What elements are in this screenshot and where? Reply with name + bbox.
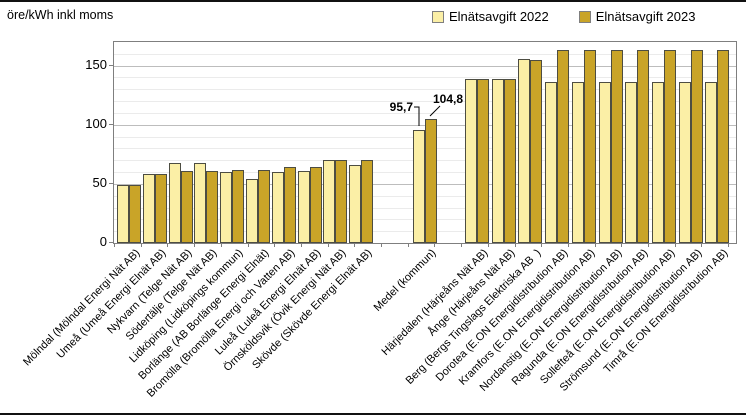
bar-2022: [651, 82, 664, 243]
bar-2022: [323, 160, 336, 243]
bar-2023: [361, 160, 374, 243]
gridline-minor: [114, 77, 736, 79]
x-axis-tick: [167, 243, 169, 247]
bar-2023: [129, 185, 141, 243]
y-tick-label: 100: [85, 115, 107, 131]
gridline-minor: [114, 53, 736, 55]
x-axis-tick: [701, 243, 703, 247]
gridline-minor: [114, 89, 736, 91]
bar-2023: [283, 167, 296, 243]
x-axis-tick: [381, 243, 382, 247]
x-axis-tick: [541, 243, 543, 247]
legend-swatch-2022-icon: [432, 10, 444, 23]
x-axis-tick: [621, 243, 623, 247]
bar-2023: [309, 167, 322, 243]
bar-2023: [583, 50, 596, 243]
y-axis-tick: [109, 64, 113, 66]
bar-2023: [258, 169, 270, 243]
bottom-divider: [0, 413, 746, 415]
bar-2022: [297, 170, 310, 243]
gridline-minor: [114, 101, 736, 103]
bar-2023: [637, 50, 650, 243]
data-label-medel-2022: 95,7: [389, 100, 413, 114]
x-axis-tick: [594, 243, 596, 247]
bar-2023: [425, 119, 437, 243]
x-axis-tick: [300, 243, 302, 247]
y-tick-label: 150: [85, 56, 107, 72]
gridline-minor: [114, 112, 736, 114]
bar-2023: [503, 78, 516, 243]
x-axis-tick: [461, 243, 463, 247]
legend-swatch-2023-icon: [578, 10, 591, 23]
bar-2022: [413, 129, 425, 243]
x-axis-tick: [114, 243, 115, 247]
data-label-medel-2023: 104,8: [433, 92, 464, 106]
x-axis-tick: [220, 243, 222, 247]
plot-area: [113, 41, 737, 244]
legend-item-2022: Elnätsavgift 2022: [432, 9, 549, 24]
x-axis-tick: [407, 243, 409, 247]
bar-2022: [117, 185, 129, 243]
x-axis-tick: [274, 243, 276, 247]
x-axis-tick: [327, 243, 329, 247]
bar-2022: [271, 172, 284, 243]
bar-2022: [678, 82, 691, 243]
bar-2022: [142, 174, 155, 243]
bar-2023: [335, 160, 348, 243]
bar-2023: [180, 170, 193, 243]
legend-label-2022: Elnätsavgift 2022: [449, 9, 549, 24]
y-axis-tick: [109, 182, 113, 184]
bar-2022: [220, 172, 233, 243]
bar-2022: [491, 78, 504, 243]
bar-2022: [194, 162, 207, 243]
bar-2022: [598, 82, 611, 243]
bar-2023: [557, 50, 570, 243]
bar-2023: [477, 78, 489, 243]
x-axis-tick: [434, 243, 436, 247]
x-axis-tick: [487, 243, 489, 247]
x-axis-tick: [354, 243, 356, 247]
x-axis-tick: [728, 243, 730, 247]
x-axis-tick: [514, 243, 516, 247]
x-axis-tick: [247, 243, 249, 247]
bar-2023: [663, 50, 676, 243]
bar-2022: [518, 58, 531, 243]
bar-2023: [610, 50, 623, 243]
bar-2023: [206, 170, 219, 243]
bar-2023: [154, 174, 167, 243]
gridline-major: [114, 65, 736, 67]
x-axis-tick: [648, 243, 649, 247]
bar-2022: [246, 179, 258, 243]
bar-2022: [168, 162, 181, 243]
bar-2023: [530, 59, 543, 243]
top-divider: [0, 0, 746, 2]
bar-2023: [690, 50, 703, 243]
x-axis-tick: [140, 243, 142, 247]
y-axis-tick: [109, 242, 113, 243]
x-axis-tick: [674, 243, 676, 247]
legend-label-2023: Elnätsavgift 2023: [595, 9, 696, 24]
bar-2023: [232, 169, 245, 243]
chart-legend: Elnätsavgift 2022 Elnätsavgift 2023: [432, 9, 695, 24]
x-axis-tick: [567, 243, 569, 247]
bar-2022: [625, 82, 638, 243]
y-tick-label: 50: [92, 174, 107, 190]
bar-2022: [349, 164, 362, 243]
legend-item-2023: Elnätsavgift 2023: [578, 9, 696, 24]
bar-2022: [545, 82, 558, 243]
bar-2023: [717, 50, 730, 243]
bar-2022: [465, 78, 477, 243]
bar-2022: [571, 82, 584, 243]
bar-2022: [705, 82, 718, 243]
y-tick-label: 0: [99, 234, 107, 249]
y-axis-title: öre/kWh inkl moms: [7, 8, 114, 22]
x-axis-tick: [194, 243, 196, 247]
y-axis-tick: [109, 123, 113, 125]
